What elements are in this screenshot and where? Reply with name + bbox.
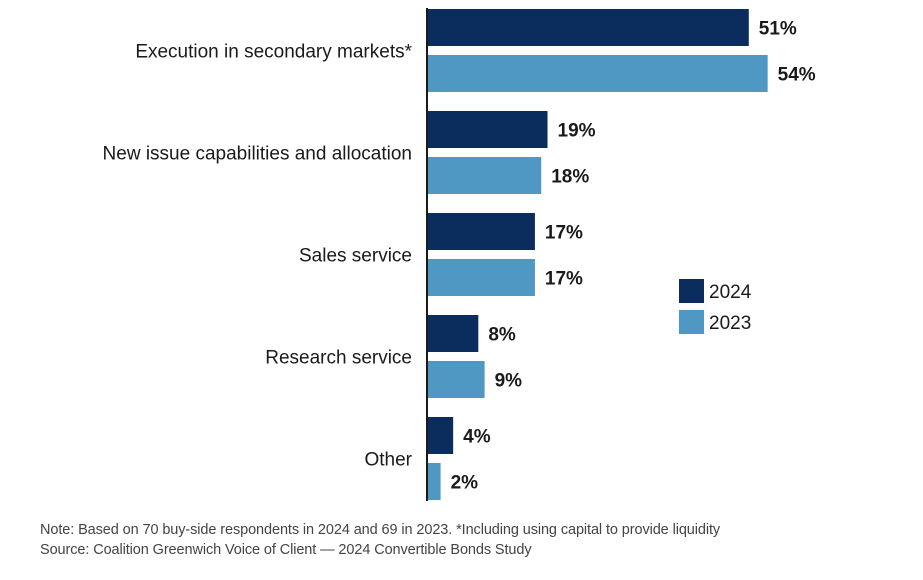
data-label: 17% [545,223,583,244]
legend-swatch-2023 [679,310,704,334]
bar-2023 [428,55,768,92]
bar-2024 [428,111,548,148]
footnote: Note: Based on 70 buy-side respondents i… [40,522,721,538]
legend-label: 2024 [709,282,752,303]
data-label: 54% [778,65,816,86]
data-label: 4% [463,427,491,448]
bar-2024 [428,315,479,352]
category-label: New issue capabilities and allocation [103,144,412,165]
category-label: Other [364,450,412,471]
category-label: Sales service [299,246,412,267]
bar-2024 [428,9,749,46]
category-label: Research service [265,348,412,369]
legend-swatch-2024 [679,279,704,303]
legend-label: 2023 [709,313,751,334]
data-label: 2% [451,473,479,494]
bar-2023 [428,361,485,398]
data-label: 17% [545,269,583,290]
source-note: Source: Coalition Greenwich Voice of Cli… [40,542,532,558]
bar-2023 [428,463,441,500]
bar-2024 [428,213,535,250]
data-label: 19% [558,121,596,142]
bar-2023 [428,259,535,296]
data-label: 51% [759,19,797,40]
bar-2024 [428,417,454,454]
bar-2023 [428,157,542,194]
category-label: Execution in secondary markets* [135,42,412,63]
data-label: 9% [495,371,523,392]
data-label: 18% [551,167,589,188]
data-label: 8% [488,325,516,346]
bar-chart: Execution in secondary markets* 51% 54% New… [103,8,816,501]
